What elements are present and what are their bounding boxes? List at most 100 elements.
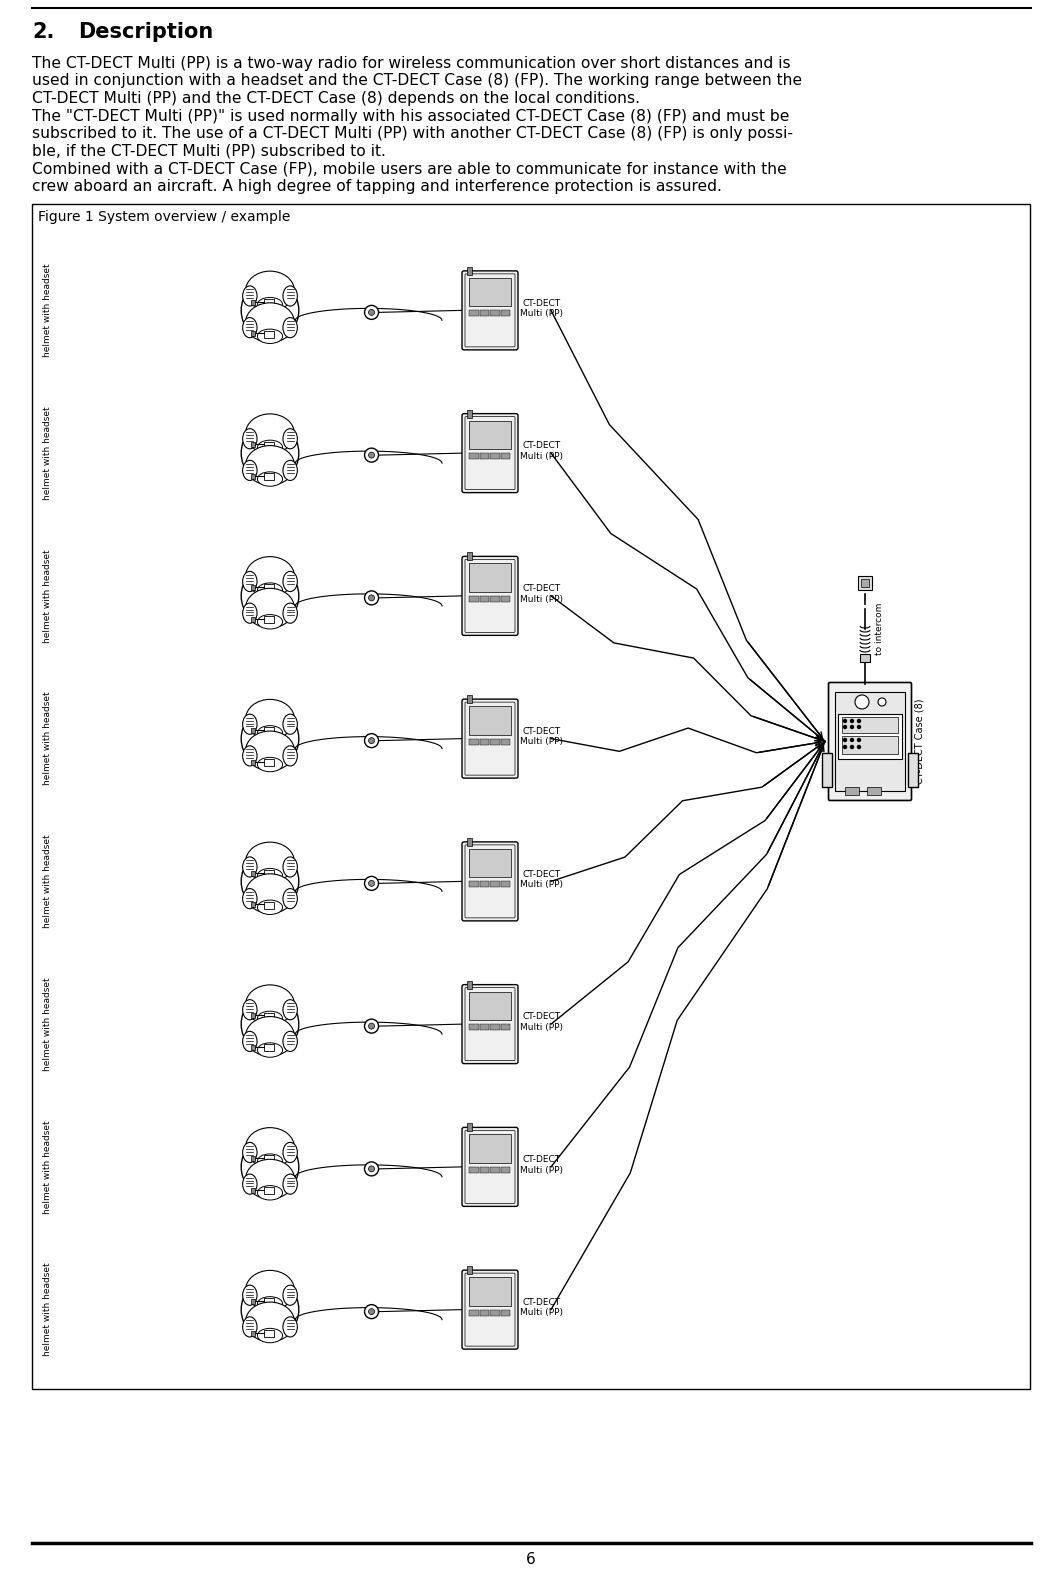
Bar xyxy=(836,692,905,791)
Text: CT-DECT
Multi (PP): CT-DECT Multi (PP) xyxy=(520,1155,563,1174)
Text: ble, if the CT-DECT Multi (PP) subscribed to it.: ble, if the CT-DECT Multi (PP) subscribe… xyxy=(32,143,386,159)
Bar xyxy=(501,1309,510,1316)
Circle shape xyxy=(850,720,854,723)
FancyBboxPatch shape xyxy=(462,556,518,635)
Circle shape xyxy=(850,739,854,742)
Circle shape xyxy=(844,745,846,748)
Bar xyxy=(501,882,510,887)
Bar xyxy=(479,882,489,887)
Bar xyxy=(479,739,489,745)
Bar xyxy=(469,1276,511,1306)
Ellipse shape xyxy=(283,1174,298,1195)
Ellipse shape xyxy=(257,329,283,344)
Ellipse shape xyxy=(246,700,294,739)
Circle shape xyxy=(365,1019,378,1033)
Ellipse shape xyxy=(242,745,257,766)
Text: helmet with headset: helmet with headset xyxy=(44,978,52,1071)
Ellipse shape xyxy=(242,318,257,338)
Bar xyxy=(265,1044,274,1052)
Circle shape xyxy=(365,1162,378,1176)
Ellipse shape xyxy=(283,1000,298,1020)
Ellipse shape xyxy=(242,604,257,623)
Bar xyxy=(501,596,510,602)
Bar xyxy=(861,578,868,586)
Bar xyxy=(251,1188,255,1193)
Bar xyxy=(251,1155,255,1162)
FancyBboxPatch shape xyxy=(462,984,518,1064)
Bar xyxy=(265,442,274,448)
Bar xyxy=(251,1298,255,1303)
Text: CT-DECT Multi (PP) and the CT-DECT Case (8) depends on the local conditions.: CT-DECT Multi (PP) and the CT-DECT Case … xyxy=(32,91,640,105)
Ellipse shape xyxy=(246,874,294,913)
Ellipse shape xyxy=(283,461,298,481)
Circle shape xyxy=(365,448,378,462)
Bar xyxy=(469,310,478,316)
Ellipse shape xyxy=(246,843,294,882)
Bar xyxy=(479,596,489,602)
Ellipse shape xyxy=(242,1174,257,1195)
Bar xyxy=(251,902,255,907)
Bar xyxy=(490,1309,500,1316)
Ellipse shape xyxy=(283,318,298,338)
FancyBboxPatch shape xyxy=(462,413,518,492)
Bar xyxy=(467,552,472,560)
Text: CT-DECT
Multi (PP): CT-DECT Multi (PP) xyxy=(520,1012,563,1031)
Bar xyxy=(265,901,274,909)
Bar xyxy=(265,869,274,877)
FancyBboxPatch shape xyxy=(462,843,518,921)
Circle shape xyxy=(369,1166,374,1171)
Circle shape xyxy=(844,720,846,723)
Circle shape xyxy=(365,1305,378,1319)
Ellipse shape xyxy=(242,1143,257,1163)
Bar xyxy=(265,473,274,481)
Ellipse shape xyxy=(242,888,257,909)
FancyBboxPatch shape xyxy=(462,270,518,351)
Bar xyxy=(479,453,489,459)
Text: CT-DECT Case (8): CT-DECT Case (8) xyxy=(914,698,924,784)
Ellipse shape xyxy=(246,1127,294,1168)
Ellipse shape xyxy=(242,1317,257,1336)
Ellipse shape xyxy=(257,583,283,597)
Bar xyxy=(32,204,1030,1390)
Ellipse shape xyxy=(283,714,298,734)
Ellipse shape xyxy=(283,888,298,909)
Bar xyxy=(251,616,255,623)
Text: The "CT-DECT Multi (PP)" is used normally with his associated CT-DECT Case (8) (: The "CT-DECT Multi (PP)" is used normall… xyxy=(32,108,790,124)
Bar xyxy=(469,706,511,734)
Bar xyxy=(251,1014,255,1019)
Text: The CT-DECT Multi (PP) is a two-way radio for wireless communication over short : The CT-DECT Multi (PP) is a two-way radi… xyxy=(32,57,791,71)
Bar xyxy=(251,1330,255,1336)
Bar xyxy=(490,453,500,459)
Ellipse shape xyxy=(283,857,298,877)
Ellipse shape xyxy=(283,286,298,307)
Text: helmet with headset: helmet with headset xyxy=(44,549,52,643)
Bar xyxy=(469,849,511,877)
Text: CT-DECT
Multi (PP): CT-DECT Multi (PP) xyxy=(520,1298,563,1317)
Ellipse shape xyxy=(246,303,294,343)
Bar xyxy=(867,788,881,795)
Text: CT-DECT
Multi (PP): CT-DECT Multi (PP) xyxy=(520,869,563,890)
Ellipse shape xyxy=(257,1011,283,1025)
Ellipse shape xyxy=(283,745,298,766)
Bar xyxy=(845,788,859,795)
Bar xyxy=(265,728,274,734)
Bar xyxy=(265,616,274,623)
Ellipse shape xyxy=(283,604,298,623)
Bar xyxy=(469,882,478,887)
Bar xyxy=(265,1155,274,1163)
Bar xyxy=(908,753,918,788)
Bar xyxy=(265,299,274,307)
Text: used in conjunction with a headset and the CT-DECT Case (8) (FP). The working ra: used in conjunction with a headset and t… xyxy=(32,74,803,88)
Circle shape xyxy=(844,726,846,728)
Circle shape xyxy=(858,726,861,728)
Ellipse shape xyxy=(242,1286,257,1305)
Bar xyxy=(501,1166,510,1173)
Ellipse shape xyxy=(257,297,283,311)
Bar xyxy=(251,728,255,733)
Bar xyxy=(251,442,255,448)
Text: helmet with headset: helmet with headset xyxy=(44,835,52,927)
Bar xyxy=(838,714,902,759)
Ellipse shape xyxy=(246,1159,294,1199)
Bar xyxy=(467,695,472,703)
Text: subscribed to it. The use of a CT-DECT Multi (PP) with another CT-DECT Case (8) : subscribed to it. The use of a CT-DECT M… xyxy=(32,126,793,141)
